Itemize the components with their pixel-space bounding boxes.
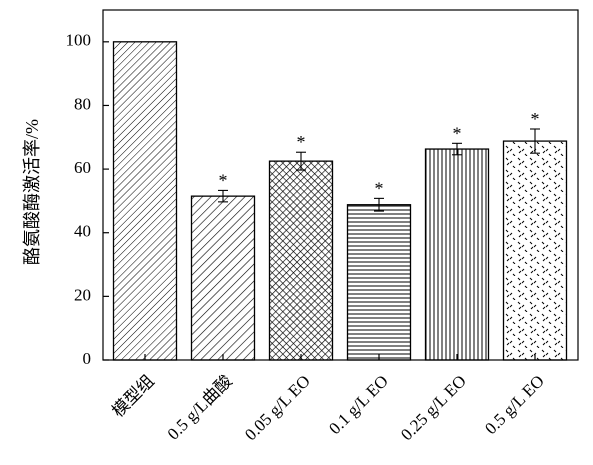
y-tick-label: 80 [74,94,91,113]
y-tick-label: 20 [74,285,91,304]
y-tick-label: 100 [66,31,92,50]
x-category-label: 0.5 g/L曲酸 [164,371,236,443]
bar-fill [503,141,567,360]
significance-marker: * [453,123,462,143]
bar-fill [191,196,255,360]
significance-marker: * [219,170,228,190]
significance-marker: * [375,178,384,198]
x-category-label: 模型组 [108,371,157,420]
plot-frame [102,9,579,361]
y-axis-label: 酪氨酸酶激活率/% [22,119,42,265]
x-category-label: 0.5 g/L EO [481,371,548,438]
significance-marker: * [297,132,306,152]
x-category-label: 0.25 g/L EO [397,371,470,444]
bar-fill [113,41,177,361]
plot-area: 0 20 40 60 80 100 模型组 * 0.5 g/L曲酸 * 0.05 g/L EO * 0.… [66,9,579,444]
bar-fill [269,161,333,360]
x-category-label: 0.1 g/L EO [325,371,392,438]
significance-marker: * [531,109,540,129]
y-tick-label: 0 [83,349,92,368]
x-category-label: 0.05 g/L EO [241,371,314,444]
bar-fill [347,204,411,360]
y-tick-label: 40 [74,222,91,241]
y-tick-label: 60 [74,158,91,177]
bar-fill [425,149,489,360]
